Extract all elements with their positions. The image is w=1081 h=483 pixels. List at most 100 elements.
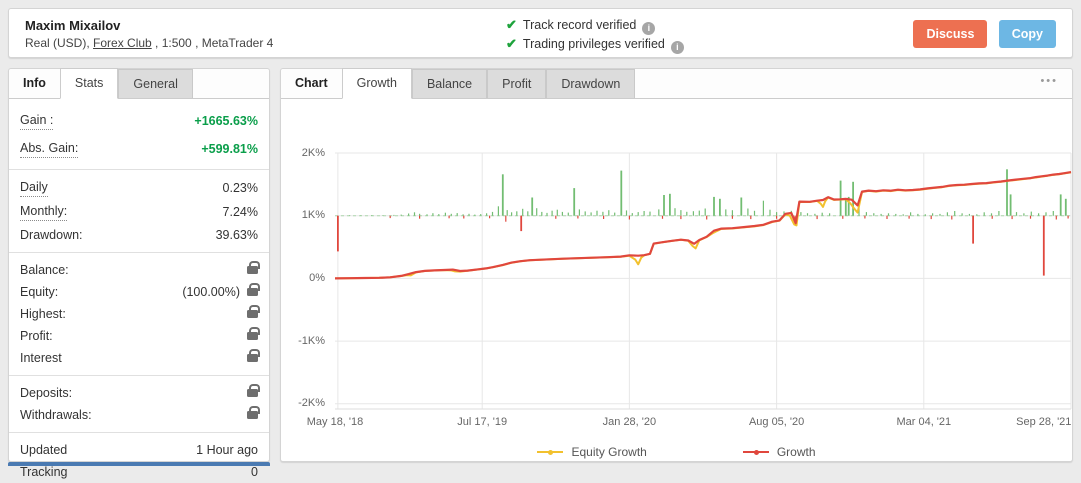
stat-value: 39.63% — [216, 227, 258, 243]
stat-label-balance: Balance: — [20, 263, 69, 277]
stats-list: Gain : +1665.63% Abs. Gain: +599.81% Daily 0.… — [9, 99, 269, 483]
panel-menu-icon[interactable]: ••• — [1040, 75, 1058, 87]
copy-button[interactable]: Copy — [998, 20, 1056, 48]
lock-icon — [247, 261, 260, 274]
stat-value-text: 0 — [251, 465, 258, 479]
stat-value: +599.81% — [201, 141, 258, 157]
x-axis-tick: May 18, '18 — [306, 416, 364, 428]
stat-value: 0.23% — [223, 180, 258, 196]
broker-link[interactable]: Forex Club — [93, 36, 152, 50]
account-leverage-platform: , 1:500 , MetaTrader 4 — [151, 36, 274, 50]
stat-row: Deposits: — [9, 382, 269, 404]
check-icon: ✔ — [506, 17, 517, 32]
group-divider — [9, 169, 269, 170]
stat-label-absgain[interactable]: Abs. Gain: — [20, 140, 79, 158]
stat-label-withdrawals: Withdrawals: — [20, 408, 92, 422]
stat-row: Highest: — [9, 303, 269, 325]
lock-icon — [247, 384, 260, 397]
verification-row: ✔ Track record verified i — [506, 16, 684, 35]
stat-label-deposits: Deposits: — [20, 386, 73, 400]
sidebar-tab-general[interactable]: General — [118, 69, 193, 98]
stat-label-monthly[interactable]: Monthly: — [20, 203, 68, 221]
chart-label-chart: Chart — [295, 76, 328, 90]
verification-label: Trading privileges verified — [522, 37, 665, 51]
stat-label-drawdown: Drawdown: — [20, 228, 83, 242]
stat-value-text: 0.23% — [222, 181, 258, 195]
stat-row: Balance: — [9, 259, 269, 281]
stat-value-text: 39.63% — [215, 228, 258, 242]
chart-legend: Equity Growth Growth — [281, 445, 1072, 459]
stat-value-text: +1665.63% — [194, 114, 258, 128]
legend-label: Growth — [776, 445, 816, 459]
stat-value — [240, 349, 260, 362]
legend-item-equity[interactable]: Equity Growth — [537, 445, 647, 459]
group-divider — [9, 375, 269, 376]
stat-value: 0 — [251, 464, 258, 480]
stat-label-tracking: Tracking — [20, 465, 68, 479]
x-axis-tick: Mar 04, '21 — [896, 416, 952, 428]
growth-chart: 2K% 1K% 0% -1K% -2K% May 18, '18 Jul 17, '19 Ja… — [281, 99, 1072, 461]
stat-value: 7.24% — [223, 204, 258, 220]
growth-chart-svg — [334, 152, 1072, 410]
stat-row: Drawdown: 39.63% — [9, 224, 269, 246]
chart-tabbar: Chart Growth Balance Profit Drawdown ••• — [281, 68, 1072, 99]
stat-label-interest: Interest — [20, 351, 62, 365]
stat-value-text: 7.24% — [222, 205, 258, 219]
stat-value — [240, 305, 260, 318]
chart-tab-balance[interactable]: Balance — [411, 69, 488, 98]
x-axis-tick: Sep 28, '21 — [1016, 416, 1072, 428]
y-axis-tick: -1K% — [298, 334, 325, 347]
equity-growth-legend-marker-icon — [537, 449, 564, 455]
stat-row: Abs. Gain: +599.81% — [9, 135, 269, 163]
stat-value — [240, 384, 260, 397]
legend-label: Equity Growth — [571, 445, 647, 459]
stat-value — [240, 406, 260, 419]
group-divider — [9, 432, 269, 433]
stat-row: Equity: (100.00%) — [9, 281, 269, 303]
x-axis-tick: Jan 28, '20 — [602, 416, 657, 428]
stat-label-daily[interactable]: Daily — [20, 179, 48, 197]
legend-item-growth[interactable]: Growth — [742, 445, 816, 459]
stat-row: Updated 1 Hour ago — [9, 439, 269, 461]
chart-tab-drawdown[interactable]: Drawdown — [546, 69, 636, 98]
lock-icon — [247, 406, 260, 419]
growth-legend-marker-icon — [742, 449, 769, 455]
stats-sidebar-card: Info Stats General Gain : +1665.63% Abs. Gai… — [8, 68, 270, 479]
y-axis-tick: 0% — [309, 271, 325, 284]
header-buttons: Discuss Copy — [913, 20, 1056, 48]
lock-icon — [247, 305, 260, 318]
stat-value: +1665.63% — [194, 113, 258, 129]
group-divider — [9, 252, 269, 253]
info-icon[interactable]: i — [642, 22, 656, 35]
stat-label-gain[interactable]: Gain : — [20, 112, 54, 130]
lock-icon — [247, 327, 260, 340]
info-icon[interactable]: i — [670, 41, 684, 54]
stat-row: Gain : +1665.63% — [9, 107, 269, 135]
account-identity: Maxim Mixailov Real (USD), Forex Club , … — [25, 17, 273, 52]
account-header-card: Maxim Mixailov Real (USD), Forex Club , … — [8, 8, 1073, 58]
partially-visible-bottom-element — [8, 462, 270, 466]
y-axis-tick: 1K% — [301, 209, 325, 222]
stat-value: 1 Hour ago — [196, 442, 258, 458]
sidebar-tabbar: Info Stats General — [9, 68, 269, 99]
stat-row: Monthly: 7.24% — [9, 200, 269, 224]
account-name: Maxim Mixailov — [25, 18, 121, 33]
sidebar-tab-stats[interactable]: Stats — [59, 68, 119, 99]
x-axis-tick: Jul 17, '19 — [457, 416, 508, 428]
stat-row: Profit: — [9, 325, 269, 347]
lock-icon — [247, 283, 260, 296]
verification-badges: ✔ Track record verified i ✔ Trading privileg… — [506, 16, 684, 54]
chart-tab-growth[interactable]: Growth — [341, 68, 412, 99]
account-subtitle: Real (USD), Forex Club , 1:500 , MetaTra… — [25, 35, 273, 52]
chart-panel-card: Chart Growth Balance Profit Drawdown ••• 2K% 1… — [280, 68, 1073, 462]
stat-value: (100.00%) — [182, 283, 260, 300]
chart-tab-profit[interactable]: Profit — [487, 69, 547, 98]
stat-value-text: (100.00%) — [182, 285, 240, 299]
stat-label-equity: Equity: — [20, 285, 59, 299]
stat-row: Daily 0.23% — [9, 176, 269, 200]
discuss-button[interactable]: Discuss — [913, 20, 988, 48]
stat-label-profit: Profit: — [20, 329, 53, 343]
stat-row: Interest — [9, 347, 269, 369]
verification-label: Track record verified — [522, 18, 637, 32]
stat-row: Withdrawals: — [9, 404, 269, 426]
